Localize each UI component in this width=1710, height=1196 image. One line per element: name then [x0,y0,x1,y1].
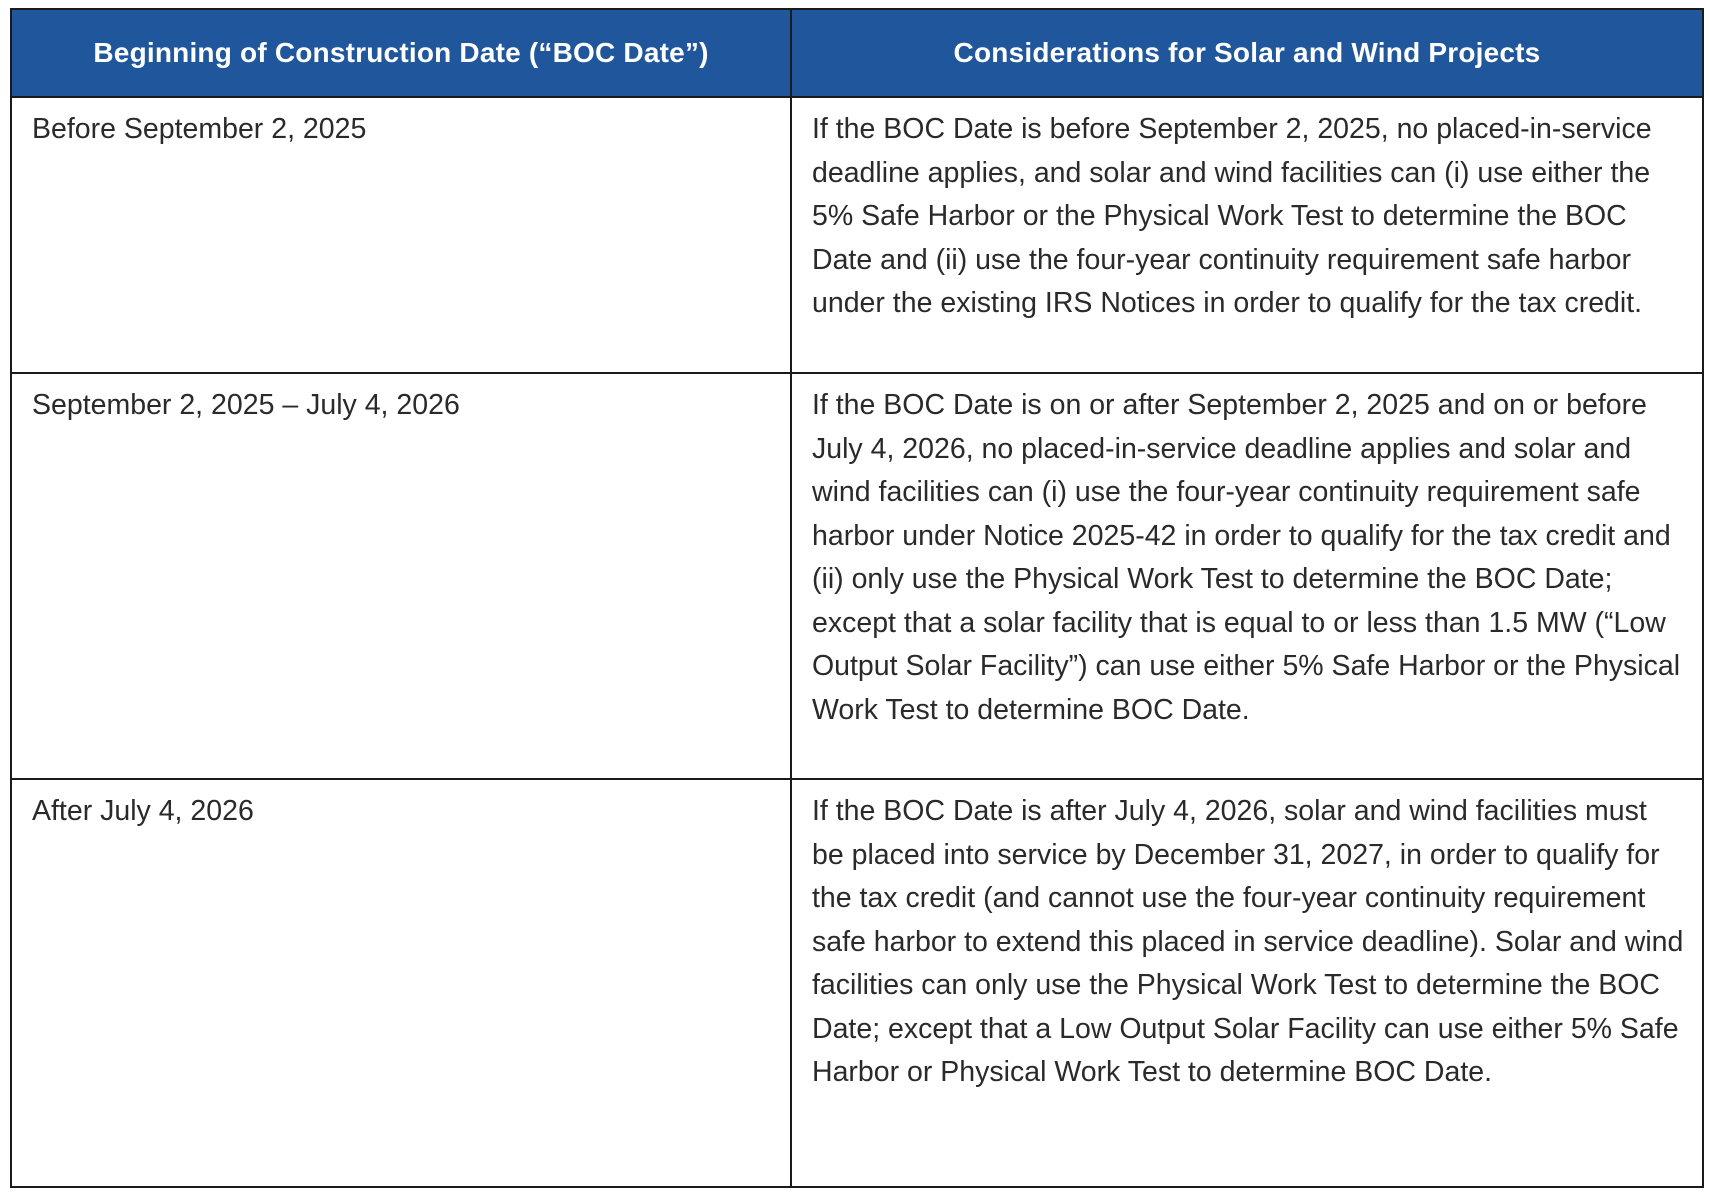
date-cell: After July 4, 2026 [10,778,792,1188]
table-header-row: Beginning of Construction Date (“BOC Dat… [10,8,1704,98]
header-boc-date: Beginning of Construction Date (“BOC Dat… [10,8,792,98]
header-considerations: Considerations for Solar and Wind Projec… [790,8,1704,98]
date-cell: September 2, 2025 – July 4, 2026 [10,372,792,780]
table-container: Beginning of Construction Date (“BOC Dat… [10,8,1704,1188]
considerations-cell: If the BOC Date is before September 2, 2… [790,96,1704,374]
table-row: After July 4, 2026 If the BOC Date is af… [10,778,1704,1188]
table-row: September 2, 2025 – July 4, 2026 If the … [10,372,1704,780]
considerations-cell: If the BOC Date is on or after September… [790,372,1704,780]
considerations-cell: If the BOC Date is after July 4, 2026, s… [790,778,1704,1188]
table-row: Before September 2, 2025 If the BOC Date… [10,96,1704,374]
boc-considerations-table: Beginning of Construction Date (“BOC Dat… [10,8,1704,1188]
date-cell: Before September 2, 2025 [10,96,792,374]
